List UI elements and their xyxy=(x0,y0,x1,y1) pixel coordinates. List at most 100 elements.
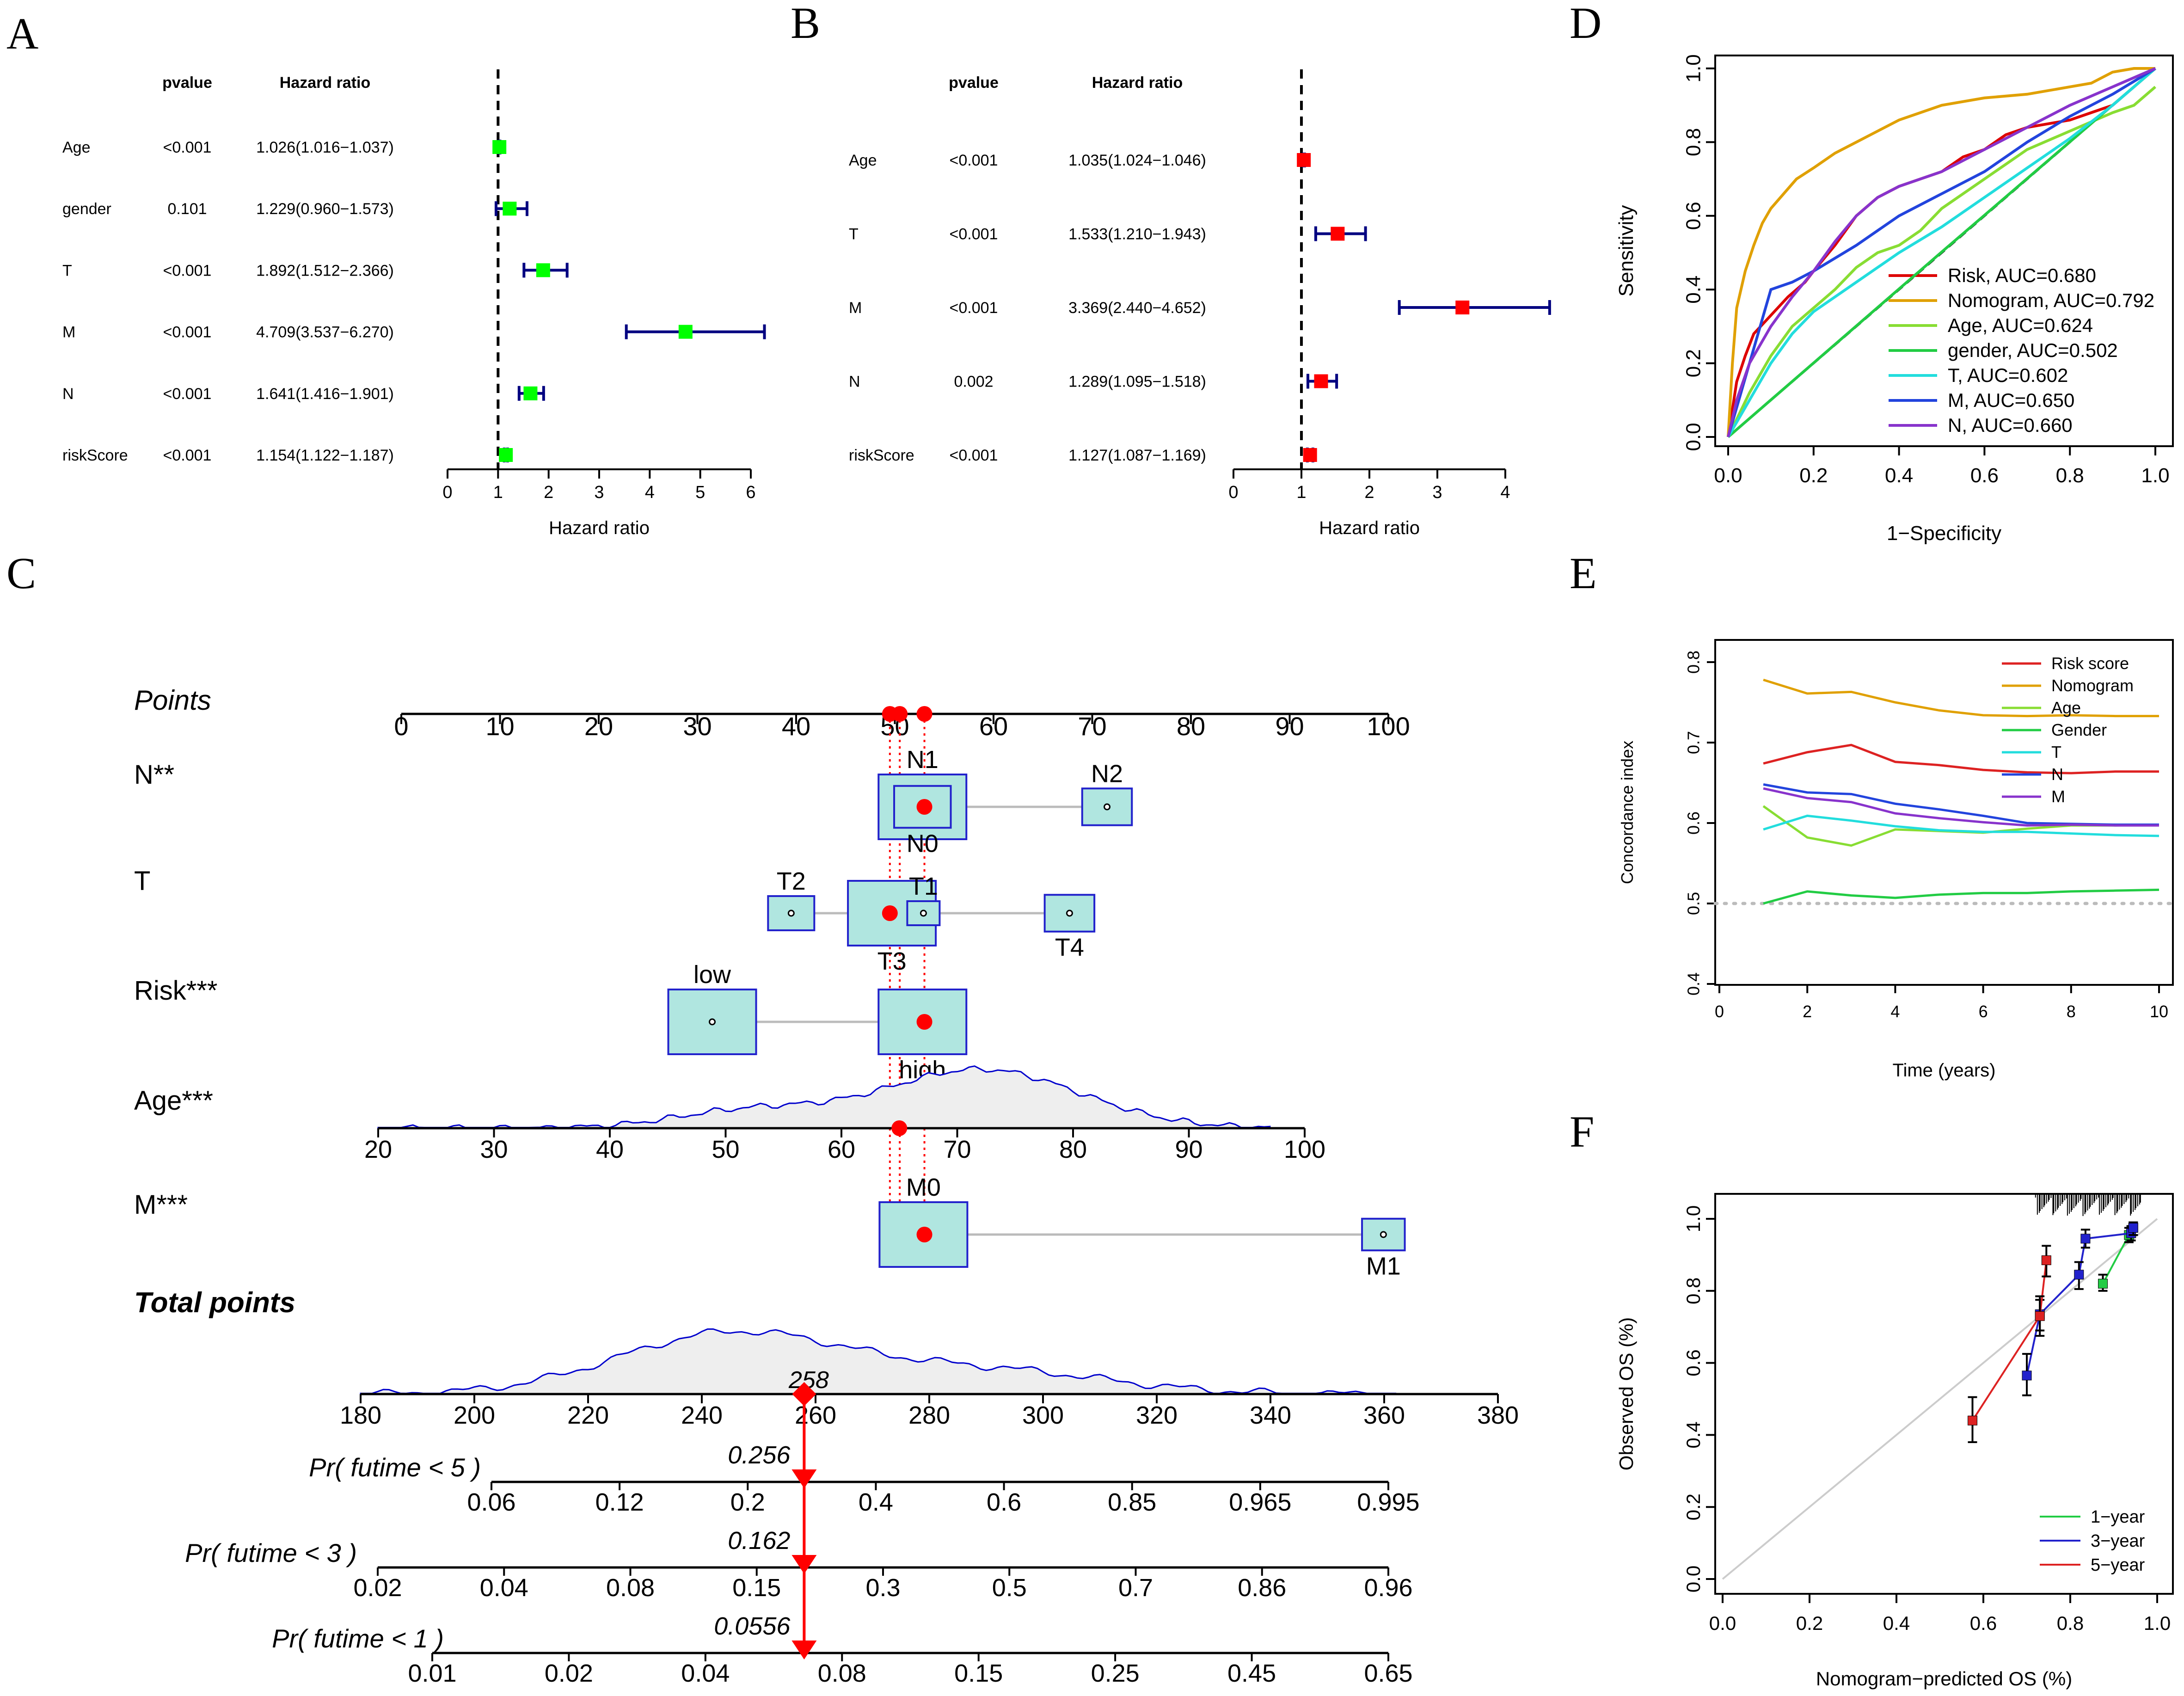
roc-series-line xyxy=(1727,86,2156,438)
roc-x-label: 1−Specificity xyxy=(1887,522,2001,545)
roc-series-line xyxy=(1727,67,2156,438)
nomo-prob-selected-arrow xyxy=(791,1641,817,1659)
forest-row-hr: 1.035(1.024−1.046) xyxy=(1068,152,1206,169)
nomo-selected-dot xyxy=(916,1227,932,1242)
nomo-prob-tick-label: 0.65 xyxy=(1364,1659,1412,1687)
roc-x-tick-label: 0.0 xyxy=(1714,464,1742,487)
nomo-prob-tick-label: 0.86 xyxy=(1238,1574,1286,1602)
roc-y-tick-label: 1.0 xyxy=(1682,54,1705,82)
nomo-prob-tick-label: 0.06 xyxy=(467,1488,515,1516)
forest-row-hr: 1.892(1.512−2.366) xyxy=(256,262,394,279)
forest-point xyxy=(1455,301,1470,314)
roc-y-tick-label: 0.0 xyxy=(1682,423,1705,451)
cindex-series-line xyxy=(1763,814,2159,837)
roc-legend-label: N, AUC=0.660 xyxy=(1948,414,2073,436)
nomo-total-tick-label: 320 xyxy=(1136,1401,1178,1429)
forest-point xyxy=(503,202,517,216)
forest-tick-label: 1 xyxy=(493,483,503,502)
calib-point xyxy=(2080,1234,2091,1244)
forest-point xyxy=(499,448,513,462)
nomo-total-tick-label: 260 xyxy=(795,1401,836,1429)
nomo-prob-label: Pr( futime < 3 ) xyxy=(185,1538,357,1567)
cindex-y-tick-label: 0.7 xyxy=(1684,731,1703,754)
nomo-category-label: T4 xyxy=(1055,934,1084,961)
calib-legend-label: 3−year xyxy=(2091,1531,2145,1551)
calib-point xyxy=(2022,1370,2032,1381)
cindex-legend-label: Risk score xyxy=(2051,654,2129,673)
roc-legend-label: Nomogram, AUC=0.792 xyxy=(1948,289,2154,311)
nomo-points-tick-label: 100 xyxy=(1367,712,1410,741)
nomo-age-tick-label: 70 xyxy=(943,1136,971,1163)
nomo-age-tick-label: 50 xyxy=(712,1136,739,1163)
nomo-prob-label: Pr( futime < 1 ) xyxy=(272,1624,444,1653)
forest-row-label: T xyxy=(62,262,72,279)
nomo-age-tick-label: 20 xyxy=(364,1136,392,1163)
nomo-points-tick-label: 70 xyxy=(1078,712,1106,741)
forest-row-hr: 1.289(1.095−1.518) xyxy=(1068,373,1206,391)
forest-row-label: Age xyxy=(849,152,877,169)
calib-y-label: Observed OS (%) xyxy=(1615,1317,1637,1470)
forest-point xyxy=(1297,153,1311,167)
forest-tick-label: 0 xyxy=(442,483,452,502)
forest-row-hr: 4.709(3.537−6.270) xyxy=(256,324,394,341)
forest-row-hr: 1.533(1.210−1.943) xyxy=(1068,226,1206,243)
nomo-variable-label: T xyxy=(134,866,150,896)
roc-x-tick-label: 0.2 xyxy=(1799,464,1828,487)
nomo-prob-selected-value: 0.0556 xyxy=(714,1612,791,1640)
nomo-prob-tick-label: 0.04 xyxy=(681,1659,730,1687)
panel-label-d: D xyxy=(1570,0,1601,48)
nomo-selected-dot xyxy=(882,905,898,921)
cindex-y-tick-label: 0.6 xyxy=(1684,811,1703,835)
nomo-prob-tick-label: 0.965 xyxy=(1229,1488,1291,1516)
nomo-prob-tick-label: 0.6 xyxy=(987,1488,1021,1516)
cindex-x-tick-label: 8 xyxy=(2067,1002,2076,1021)
nomo-points-tick-label: 90 xyxy=(1275,712,1304,741)
nomo-age-tick-label: 80 xyxy=(1059,1136,1087,1163)
calib-x-tick-label: 0.8 xyxy=(2057,1612,2084,1634)
forest-tick-label: 1 xyxy=(1296,483,1306,502)
forest-point xyxy=(523,386,538,400)
cindex-legend-label: M xyxy=(2051,787,2065,806)
forest-row-pvalue: <0.001 xyxy=(163,324,212,341)
calib-point xyxy=(2035,1311,2045,1321)
nomo-points-tick-label: 30 xyxy=(683,712,712,741)
roc-x-tick-label: 0.8 xyxy=(2056,464,2084,487)
roc-series-line xyxy=(1727,67,2156,438)
nomo-variable-label: Risk*** xyxy=(134,976,218,1006)
nomo-prob-tick-label: 0.3 xyxy=(865,1574,900,1602)
nomo-prob-tick-label: 0.7 xyxy=(1118,1574,1153,1602)
nomo-age-tick-label: 60 xyxy=(828,1136,855,1163)
calib-x-tick-label: 0.2 xyxy=(1796,1612,1823,1634)
roc-x-tick-label: 1.0 xyxy=(2141,464,2169,487)
panel-label-c: C xyxy=(6,548,36,598)
nomo-selected-dot xyxy=(916,799,932,815)
forest-point xyxy=(1314,374,1328,388)
cindex-y-tick-label: 0.8 xyxy=(1684,651,1703,674)
nomo-category-center xyxy=(1380,1231,1387,1238)
calib-x-tick-label: 1.0 xyxy=(2144,1612,2171,1634)
forest-tick-label: 3 xyxy=(1432,483,1442,502)
nomo-total-tick-label: 380 xyxy=(1477,1401,1519,1429)
forest-tick-label: 2 xyxy=(544,483,553,502)
calib-legend-label: 5−year xyxy=(2091,1555,2145,1575)
forest-row-label: Age xyxy=(62,139,91,156)
calib-series-line xyxy=(2026,1227,2135,1376)
roc-legend-label: Risk, AUC=0.680 xyxy=(1948,264,2096,286)
nomo-category-label: T2 xyxy=(777,867,806,895)
nomo-prob-tick-label: 0.15 xyxy=(954,1659,1003,1687)
forest-row-hr: 1.154(1.122−1.187) xyxy=(256,447,394,464)
nomo-points-label: Points xyxy=(134,685,211,716)
nomo-points-tick-label: 60 xyxy=(979,712,1008,741)
roc-x-tick-label: 0.6 xyxy=(1970,464,1999,487)
forest-row-pvalue: <0.001 xyxy=(163,385,212,403)
roc-x-tick-label: 0.4 xyxy=(1885,464,1913,487)
calib-point xyxy=(2074,1270,2084,1280)
forest-tick-label: 3 xyxy=(594,483,604,502)
cindex-x-tick-label: 2 xyxy=(1803,1002,1812,1021)
nomo-age-tick-label: 90 xyxy=(1175,1136,1202,1163)
nomo-prob-tick-label: 0.85 xyxy=(1108,1488,1156,1516)
forest-tick-label: 5 xyxy=(695,483,705,502)
forest-row-hr: 1.229(0.960−1.573) xyxy=(256,200,394,218)
cindex-legend-label: T xyxy=(2051,743,2061,762)
